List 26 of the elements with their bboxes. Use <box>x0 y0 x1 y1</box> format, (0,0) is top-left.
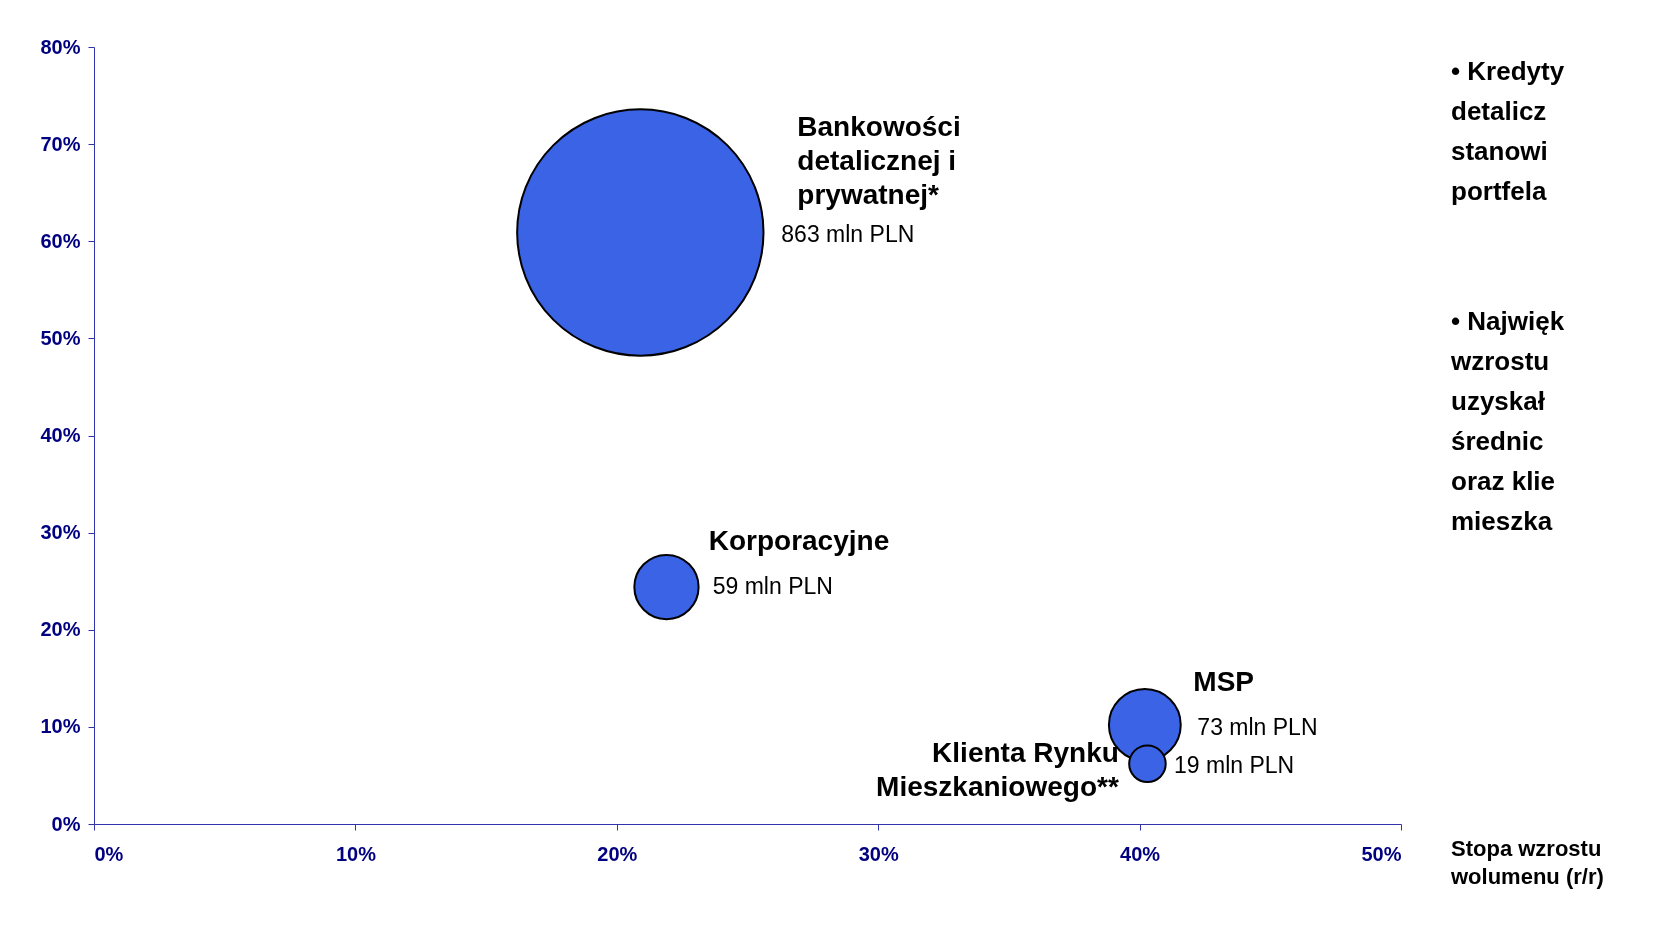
text: • Najwięk wzrostu uzyskał średnic oraz klie mieszka <box>1450 306 1565 536</box>
x-tick-label: 50% <box>1361 842 1402 865</box>
annotation: 59 mln PLN <box>712 573 833 600</box>
series-label: Klienta Rynku Mieszkaniowego** <box>876 736 1119 802</box>
annotation: 73 mln PLN <box>1197 713 1318 740</box>
x-tick-label: 20% <box>597 842 638 865</box>
y-tick-label: 70% <box>40 132 81 155</box>
x-tick-label: 10% <box>335 842 377 865</box>
y-tick-label: 20% <box>40 618 81 641</box>
series-label: Korporacyjne <box>708 525 890 557</box>
annotation: 19 mln PLN <box>1174 751 1295 778</box>
y-tick-label: 50% <box>40 326 81 349</box>
annotation: 863 mln PLN <box>781 220 915 247</box>
y-tick-label: 10% <box>40 715 81 738</box>
x-tick-label: 30% <box>858 842 899 865</box>
series-label: Bankowości detalicznej i prywatnej* <box>797 110 961 210</box>
y-tick-label: 30% <box>40 521 81 544</box>
y-tick-label: 0% <box>51 812 81 835</box>
x-tick-label: 0% <box>94 842 124 865</box>
x-axis-title: Stopa wzrostu wolumenu (r/r) <box>1450 836 1604 889</box>
y-tick-label: 80% <box>40 35 81 58</box>
x-tick-label: 40% <box>1120 842 1161 865</box>
y-tick-label: 40% <box>40 424 81 446</box>
series-label: MSP <box>1193 665 1255 697</box>
text: • Kredyty detalicz stanowi portfela <box>1451 56 1565 206</box>
y-tick-label: 60% <box>40 229 81 252</box>
